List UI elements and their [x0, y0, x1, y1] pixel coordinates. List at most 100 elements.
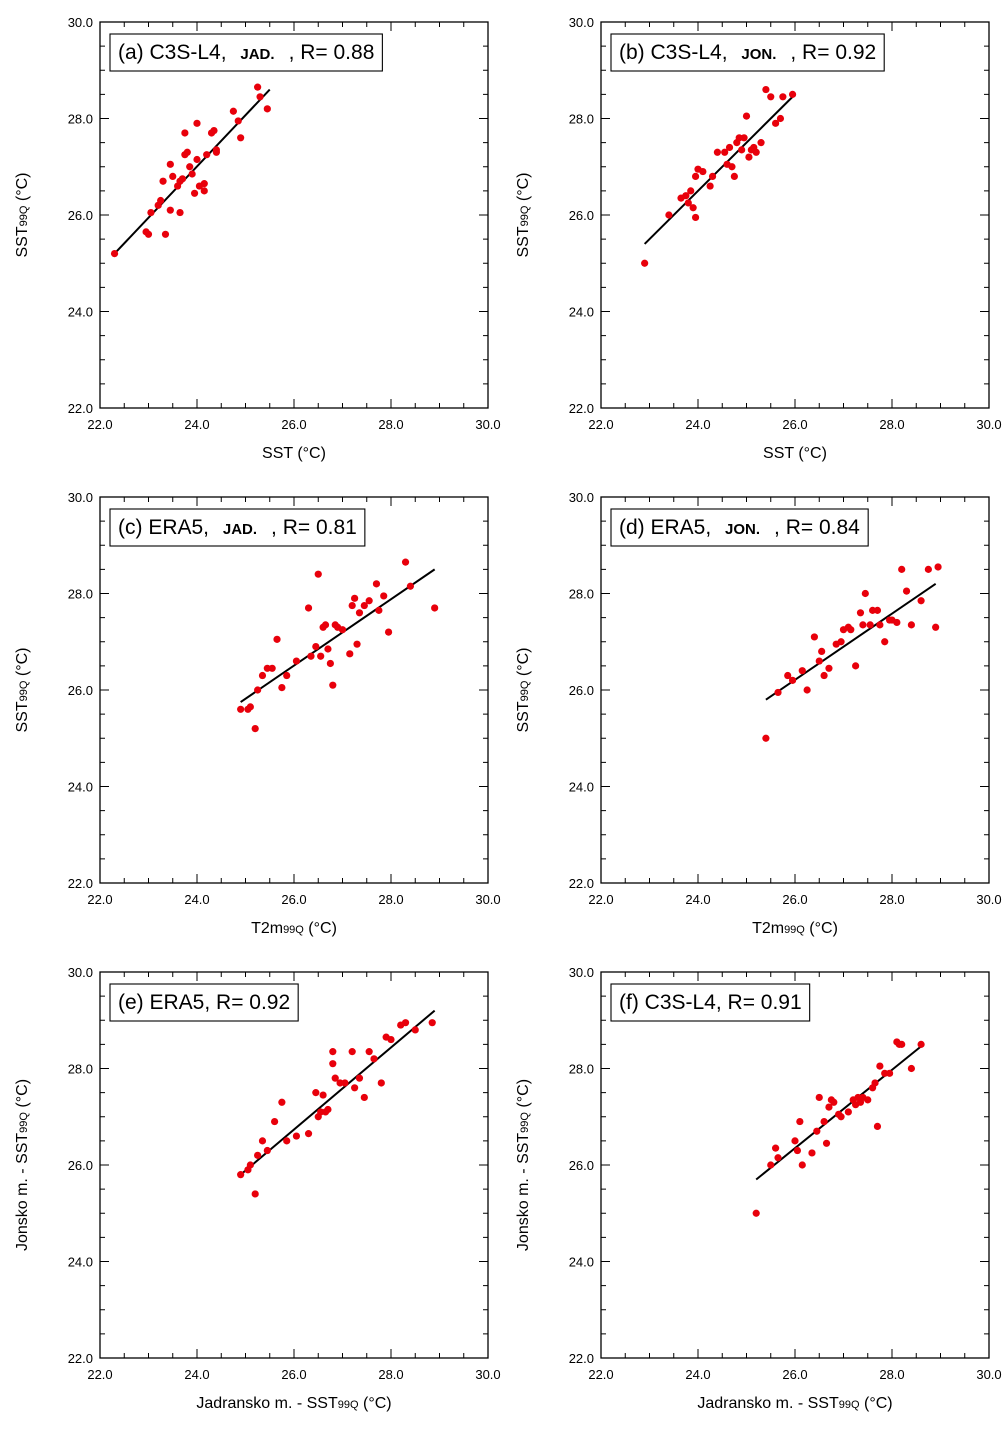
data-point — [348, 601, 356, 610]
data-point — [757, 139, 765, 147]
y-tick-label: 26.0 — [569, 1158, 594, 1173]
data-point — [304, 604, 313, 612]
data-point — [258, 671, 267, 680]
panel-title-box — [109, 33, 383, 72]
data-point — [237, 1171, 245, 1179]
x-tick-label: 22.0 — [588, 892, 613, 907]
data-point — [774, 688, 782, 697]
data-point — [730, 172, 738, 180]
data-point — [401, 1019, 410, 1027]
data-point — [370, 1055, 378, 1063]
y-axis-label: SST99Q (°C) — [515, 648, 532, 733]
panel-title-box — [610, 33, 885, 72]
data-point — [278, 683, 286, 692]
plot-frame — [600, 971, 990, 1359]
panel-title: (a) C3S-L4, JAD. , R= 0.88 — [118, 41, 374, 64]
data-point — [830, 1098, 838, 1106]
data-point — [641, 259, 649, 267]
data-point — [864, 1096, 872, 1104]
x-tick-label: 28.0 — [378, 417, 403, 432]
x-tick-label: 26.0 — [782, 892, 807, 907]
panel-title: (c) ERA5, JAD. , R= 0.81 — [118, 516, 357, 539]
data-point — [147, 208, 155, 217]
x-tick-label: 24.0 — [184, 417, 209, 432]
y-axis-label: SST99Q (°C) — [515, 173, 532, 258]
x-tick-label: 22.0 — [87, 417, 112, 432]
data-point — [728, 163, 736, 171]
y-tick-label: 30.0 — [68, 965, 93, 980]
panel-title-main: (d) ERA5, — [619, 516, 717, 539]
x-axis-label: T2m99Q (°C) — [251, 920, 337, 937]
data-point — [907, 1064, 916, 1073]
data-point — [699, 167, 707, 176]
panel-correlation: , R= 0.92 — [790, 41, 876, 64]
data-point — [203, 151, 211, 159]
data-point — [431, 604, 439, 612]
data-point — [157, 196, 165, 205]
panel-title-box — [610, 508, 869, 547]
data-point — [721, 148, 729, 156]
data-point — [355, 609, 364, 617]
panel-title: (f) C3S-L4, R= 0.91 — [619, 991, 802, 1014]
data-point — [808, 1149, 816, 1157]
y-tick-label: 24.0 — [569, 780, 594, 795]
x-tick-label: 24.0 — [184, 1367, 209, 1382]
data-point — [348, 1048, 356, 1056]
data-point — [893, 618, 901, 627]
panel-c: 22.0 24.0 26.0 28.0 30.0 22.0 24.0 26.0 28.0 30.0… — [14, 490, 501, 937]
x-tick-label: 26.0 — [281, 1367, 306, 1382]
y-tick-label: 26.0 — [68, 208, 93, 223]
panel-title: (b) C3S-L4, JON. , R= 0.92 — [619, 41, 876, 64]
data-point — [762, 734, 770, 742]
y-axis-label: SST99Q (°C) — [14, 648, 31, 733]
panel-region: JAD. — [223, 521, 257, 538]
x-tick-label: 22.0 — [588, 417, 613, 432]
data-point — [837, 1113, 845, 1121]
y-tick-label: 28.0 — [569, 1062, 594, 1077]
data-point — [837, 638, 845, 646]
panel-b: 22.0 24.0 26.0 28.0 30.0 22.0 24.0 26.0 28.0 30.0… — [515, 15, 1002, 462]
panel-title-main: (f) C3S-L4, R= 0.91 — [619, 991, 802, 1014]
data-point — [212, 148, 220, 156]
data-point — [796, 1117, 804, 1126]
y-axis-label: Jonsko m. - SST99Q (°C) — [515, 1079, 532, 1251]
data-point — [338, 626, 347, 634]
data-point — [818, 647, 826, 656]
x-tick-label: 30.0 — [976, 1367, 1001, 1382]
data-point — [273, 635, 281, 643]
data-point — [181, 129, 189, 137]
y-axis-label: Jonsko m. - SST99Q (°C) — [14, 1079, 31, 1251]
data-point — [331, 1074, 339, 1082]
y-tick-label: 30.0 — [68, 490, 93, 505]
data-point — [246, 703, 254, 711]
panel-region: JON. — [741, 46, 776, 63]
data-point — [188, 170, 196, 178]
data-point — [351, 1084, 359, 1092]
data-point — [321, 621, 330, 629]
data-point — [784, 671, 792, 680]
panel-e: 22.0 24.0 26.0 28.0 30.0 22.0 24.0 26.0 28.0 30.0… — [14, 965, 501, 1412]
panel-title-box — [109, 983, 299, 1022]
data-point — [319, 1091, 327, 1099]
y-tick-label: 24.0 — [68, 780, 93, 795]
data-point — [691, 213, 700, 222]
data-point — [428, 1019, 436, 1027]
data-point — [387, 1035, 395, 1044]
data-point — [353, 640, 361, 648]
data-point — [254, 686, 262, 694]
x-tick-label: 24.0 — [685, 892, 710, 907]
data-point — [665, 211, 673, 219]
data-point — [738, 146, 746, 154]
data-point — [859, 621, 867, 629]
x-axis-label: SST (°C) — [763, 445, 827, 462]
x-tick-label: 22.0 — [87, 1367, 112, 1382]
y-tick-label: 22.0 — [68, 876, 93, 891]
data-point — [708, 172, 717, 180]
x-tick-label: 26.0 — [782, 417, 807, 432]
y-tick-label: 28.0 — [569, 587, 594, 602]
panel-region: JON. — [725, 521, 760, 538]
data-point — [365, 1048, 373, 1056]
y-tick-label: 22.0 — [569, 401, 594, 416]
data-point — [844, 1108, 852, 1116]
